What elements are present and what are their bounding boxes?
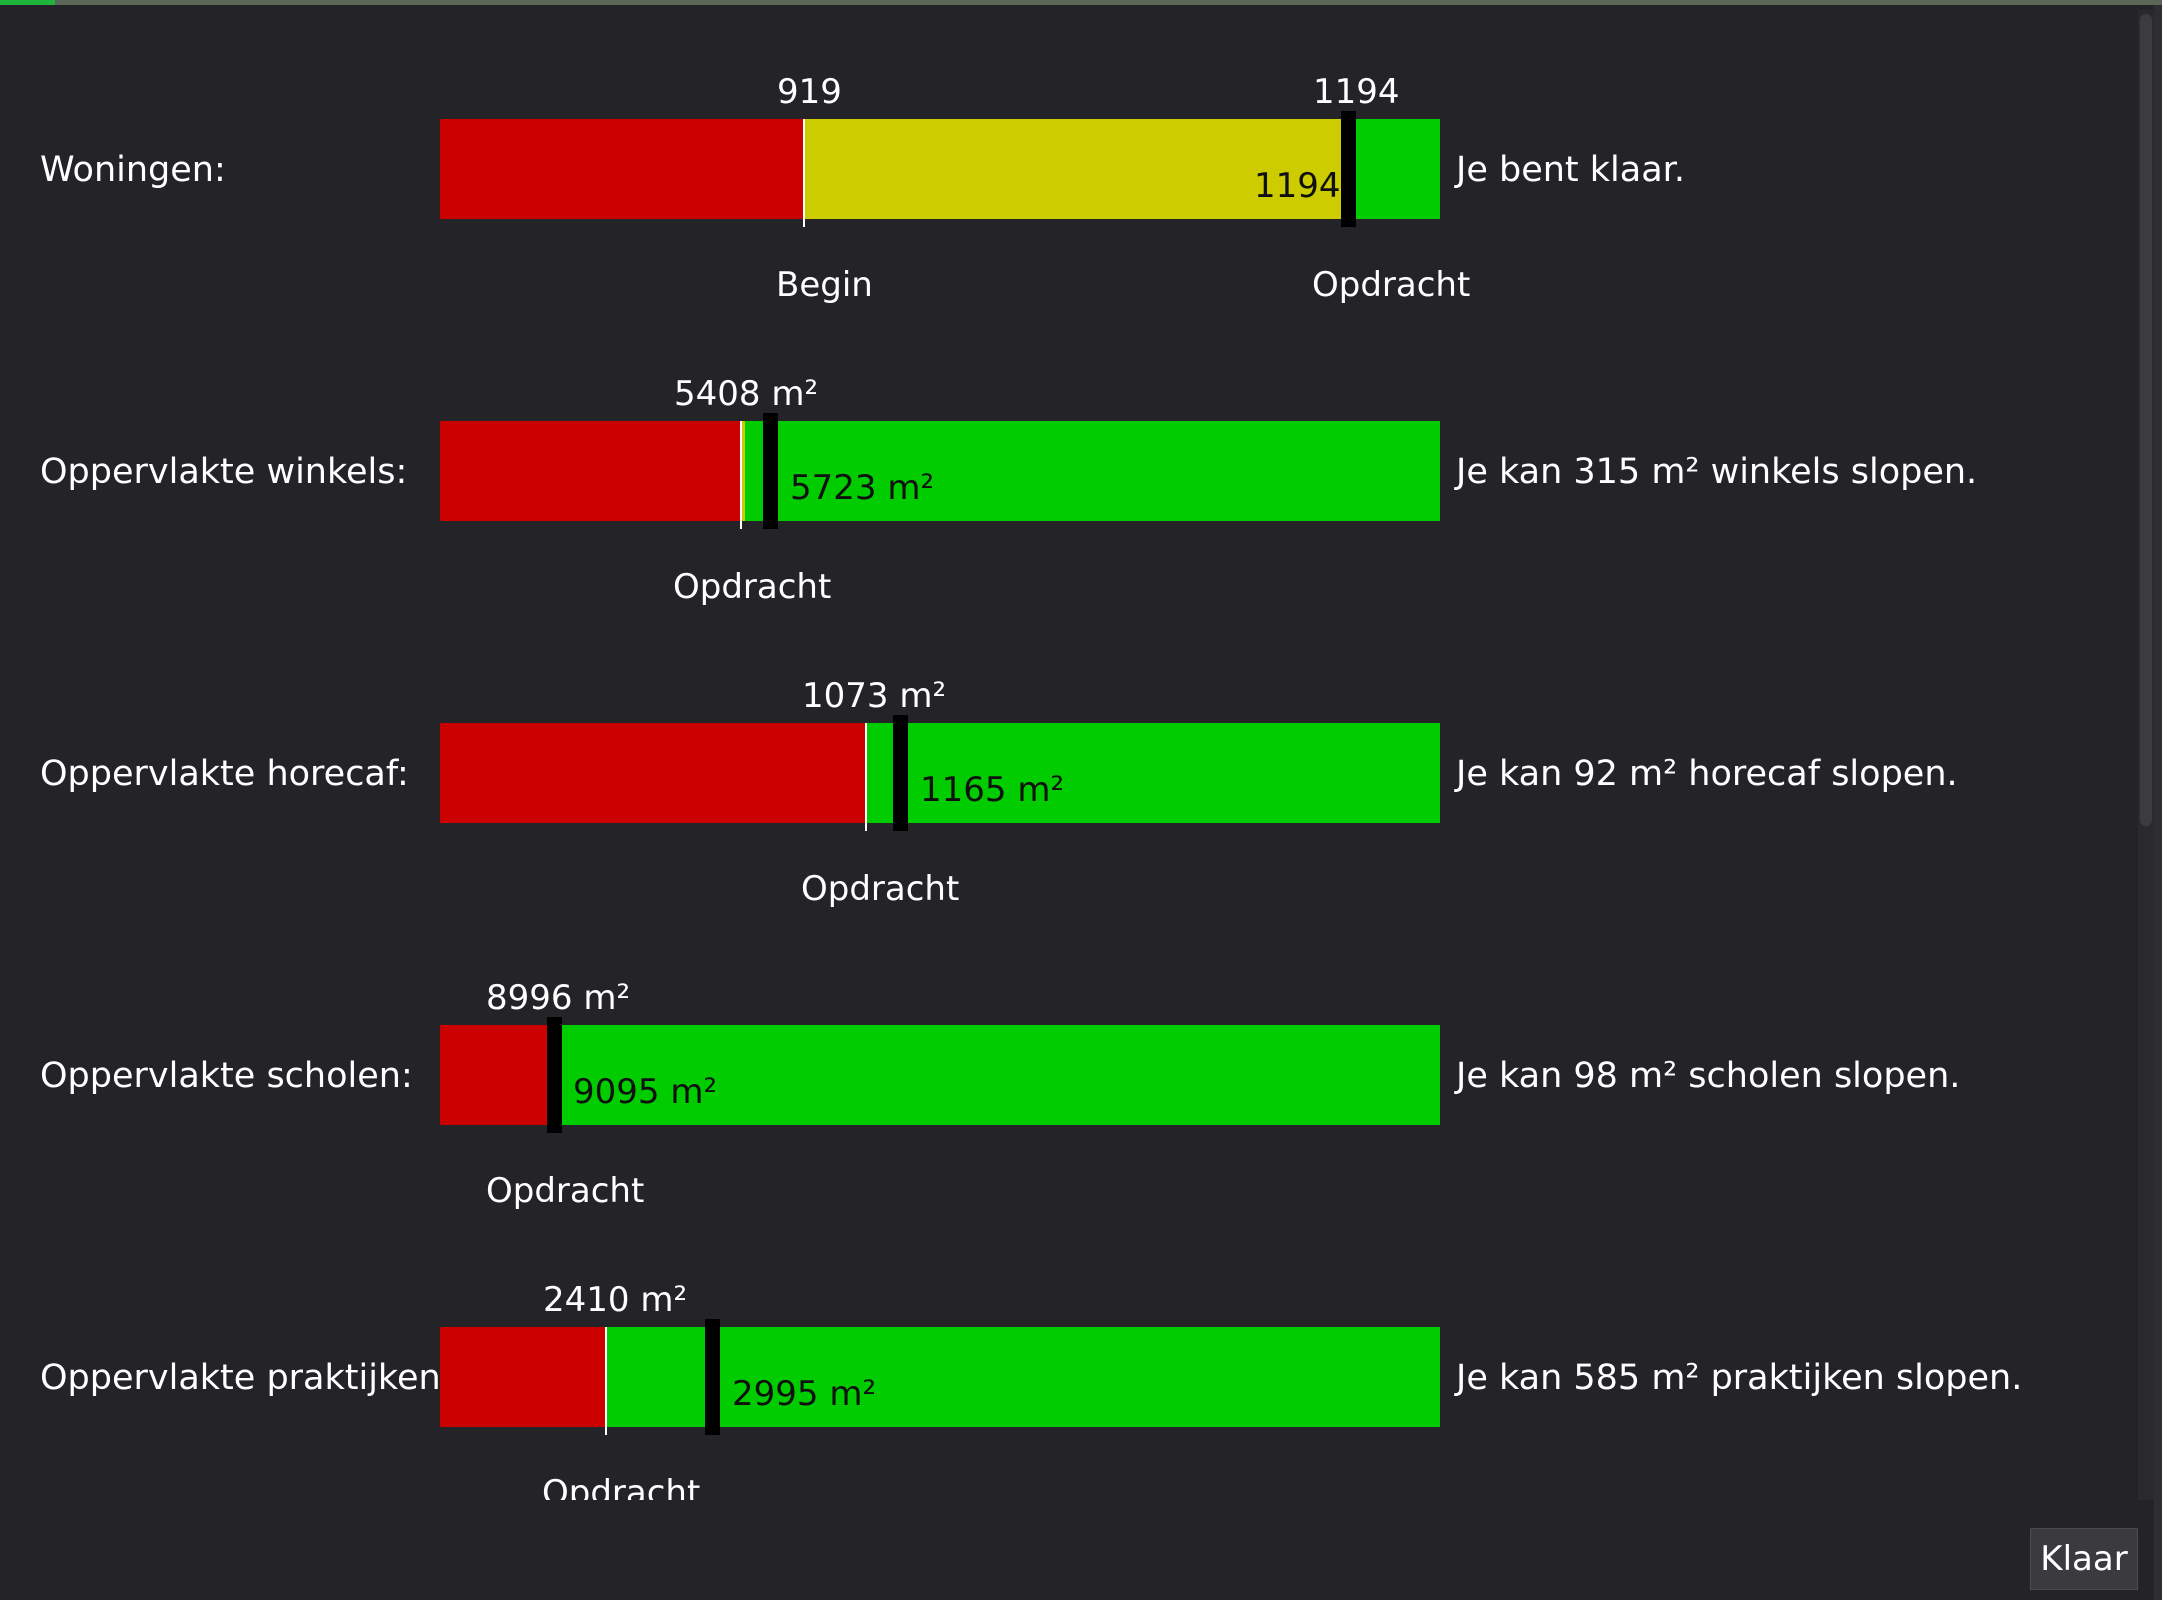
start-value-label: 2410 m²	[543, 1280, 688, 1320]
scroll-content: Woningen: 919 1194 1194 Begin Opdracht J…	[0, 0, 2136, 1500]
status-text: Je kan 92 m² horecaf slopen.	[1456, 754, 1958, 794]
bar-segment-below-start	[440, 1327, 606, 1427]
current-value-marker	[1341, 111, 1356, 227]
row-label: Woningen:	[40, 150, 226, 190]
row-oppervlakte-winkels: Oppervlakte winkels: 5408 m² 5723 m² Opd…	[0, 302, 2136, 607]
start-value-label: 8996 m²	[486, 978, 631, 1018]
top-strip	[0, 0, 2162, 5]
row-oppervlakte-horecaf: Oppervlakte horecaf: 1073 m² 1165 m² Opd…	[0, 604, 2136, 909]
start-tick	[865, 723, 867, 831]
row-label: Oppervlakte horecaf:	[40, 754, 409, 794]
start-tick	[740, 421, 742, 529]
progress-bar	[440, 1319, 1440, 1435]
current-value-marker	[705, 1319, 720, 1435]
scrollbar-thumb[interactable]	[2140, 14, 2152, 826]
current-value-label: 2995 m²	[732, 1374, 877, 1414]
bar-segment-remaining	[1348, 119, 1440, 219]
progress-bar	[440, 413, 1440, 529]
row-woningen: Woningen: 919 1194 1194 Begin Opdracht J…	[0, 0, 2136, 305]
row-oppervlakte-praktijken: Oppervlakte praktijken: 2410 m² 2995 m² …	[0, 1208, 2136, 1500]
status-text: Je bent klaar.	[1456, 150, 1685, 190]
progress-bar	[440, 1017, 1440, 1133]
start-tick	[605, 1327, 607, 1435]
status-text: Je kan 98 m² scholen slopen.	[1456, 1056, 1961, 1096]
current-value-marker	[547, 1017, 562, 1133]
target-label: Opdracht	[1312, 265, 1471, 305]
start-value-label: 1073 m²	[802, 676, 947, 716]
begin-label: Begin	[776, 265, 873, 305]
bar-segment-available	[866, 723, 1440, 823]
klaar-button[interactable]: Klaar	[2030, 1528, 2138, 1590]
target-label: Opdracht	[673, 567, 832, 607]
bar-segment-available	[745, 421, 1440, 521]
bar-segment-below-start	[440, 1025, 554, 1125]
row-label: Oppervlakte scholen:	[40, 1056, 413, 1096]
current-value-label: 1165 m²	[920, 770, 1065, 810]
target-label: Opdracht	[486, 1171, 645, 1211]
window-edge	[2154, 5, 2162, 1600]
current-value-marker	[893, 715, 908, 831]
row-label: Oppervlakte praktijken:	[40, 1358, 453, 1398]
bar-segment-progress	[741, 421, 745, 521]
start-tick	[803, 119, 805, 227]
bar-segment-available	[606, 1327, 1440, 1427]
bar-segment-below-start	[440, 119, 804, 219]
bar-segment-available	[554, 1025, 1440, 1125]
target-label: Opdracht	[542, 1473, 701, 1500]
start-value-label: 919	[777, 72, 842, 112]
top-strip-accent	[0, 0, 55, 5]
current-value-marker	[763, 413, 778, 529]
progress-bar	[440, 715, 1440, 831]
bar-segment-below-start	[440, 421, 741, 521]
bar-segment-progress	[804, 119, 1348, 219]
status-text: Je kan 315 m² winkels slopen.	[1456, 452, 1978, 492]
status-text: Je kan 585 m² praktijken slopen.	[1456, 1358, 2023, 1398]
bar-segment-below-start	[440, 723, 866, 823]
row-oppervlakte-scholen: Oppervlakte scholen: 8996 m² 9095 m² Opd…	[0, 906, 2136, 1211]
current-value-label: 5723 m²	[790, 468, 935, 508]
current-value-label: 9095 m²	[573, 1072, 718, 1112]
current-value-label: 1194	[1254, 166, 1341, 206]
progress-bar	[440, 111, 1440, 227]
row-label: Oppervlakte winkels:	[40, 452, 408, 492]
target-value-label: 1194	[1313, 72, 1400, 112]
target-label: Opdracht	[801, 869, 960, 909]
start-value-label: 5408 m²	[674, 374, 819, 414]
